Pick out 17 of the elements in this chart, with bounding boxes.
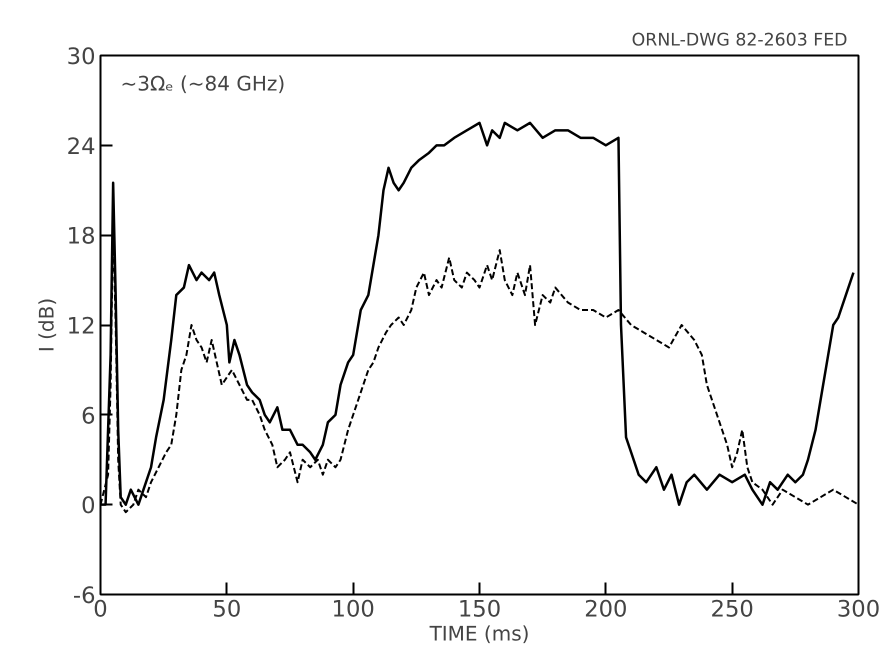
x-tick-label: 50 [212,596,242,622]
y-axis-title: I (dB) [34,298,59,352]
y-tick-label: 6 [81,403,96,430]
y-tick-label: 18 [66,224,96,250]
x-tick-label: 200 [584,596,628,622]
y-tick-label: -6 [72,583,96,609]
y-tick-label: 0 [81,493,96,520]
x-tick-label: 300 [836,596,880,622]
text: ORNL-DWG 82-2603 FED [632,30,848,50]
x-tick-label: 100 [332,596,375,622]
x-tick-label: 250 [710,596,754,622]
y-tick-label: 30 [66,44,96,70]
y-tick-label: 12 [66,314,96,340]
annotation: ~3Ωₑ (~84 GHz) [120,72,286,96]
x-axis-title: TIME (ms) [428,622,530,646]
x-tick-label: 150 [458,596,502,622]
y-tick-label: 24 [66,134,96,160]
